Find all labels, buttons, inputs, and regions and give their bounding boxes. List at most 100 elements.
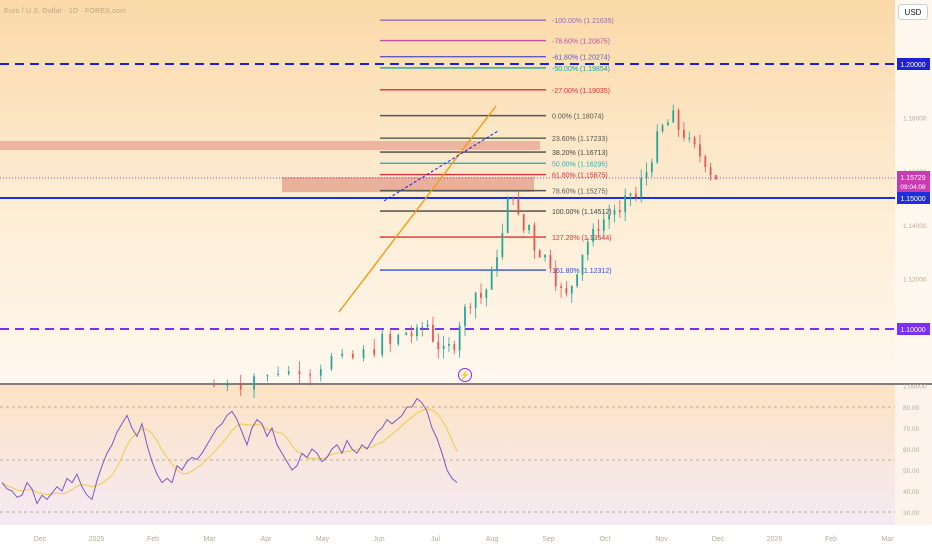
candle-body [437,341,440,350]
time-axis-label: Dec [712,536,725,543]
candle-body [298,371,301,375]
time-axis-label: 2025 [89,536,105,543]
price-label-upper-bg [897,58,930,70]
time-axis-label: Oct [600,536,611,543]
candle-body [373,349,376,355]
price-label-support: 1.15000 [900,196,925,203]
candle-body [512,198,514,200]
candle-body [464,306,466,326]
rsi-axis-tick: 40.00 [903,489,920,496]
fib-label: 100.00% (1.14512) [552,209,612,216]
fib-label: 61.80% (1.15875) [552,173,608,180]
candle-body [538,250,541,258]
time-axis-label: Dec [34,536,47,543]
candle-body [667,122,669,126]
candle-body [608,214,611,220]
fib-label: 0.00% (1.18074) [552,114,604,121]
fib-label: -61.80% (1.20274) [552,55,610,62]
candle-body [309,374,312,376]
candle-body [565,287,568,294]
fib-label: -100.00% (1.21635) [552,18,614,25]
candle-body [341,353,344,357]
upper-resistance-zone [0,141,540,150]
candle-body [266,375,269,377]
candle-body [544,254,546,258]
candle-body [330,356,333,370]
candle-body [677,110,680,131]
candle-body [458,325,461,351]
candle-body [239,384,242,390]
candle-body [474,292,477,308]
time-axis-label: Apr [261,536,273,543]
candle-body [533,224,536,251]
currency-button[interactable]: USD [898,4,928,20]
time-axis-label: Sep [542,536,555,543]
candle-body [672,110,675,123]
candle-body [640,177,643,198]
candle-body [442,345,445,350]
candle-body [469,306,472,308]
candle-body [560,286,562,288]
mid-resistance-zone [282,177,534,192]
price-axis-tick: 1.18000 [903,116,927,123]
fib-label: 23.60% (1.17233) [552,136,608,143]
time-axis: Dec 2025 Feb Mar Apr May Jun Jul Aug Sep Oct Nov Dec… [34,536,894,543]
candles [213,104,717,399]
candle-body [613,210,616,215]
candle-body [490,269,493,290]
candle-body [381,333,384,355]
candle-body [554,268,557,287]
candle-body [699,144,701,157]
lightning-icon[interactable]: ⚡ [458,368,472,382]
time-axis-label: Jul [431,536,440,543]
fib-label: -27.00% (1.19035) [552,88,610,95]
candle-body [226,384,229,386]
candle-body [581,254,584,275]
price-axis-tick: 1.14000 [903,223,927,230]
time-axis-label: 2026 [767,536,783,543]
candle-body [405,332,408,335]
candle-body [501,232,504,258]
candle-body [517,199,520,215]
price-label-lower: 1.10000 [900,327,925,334]
candle-body [656,131,659,163]
time-axis-label: Mar [203,536,216,543]
candle-body [522,214,525,231]
rsi-ma-line [1,408,458,496]
rsi-axis-tick: 60.00 [903,447,920,454]
candle-body [629,193,632,196]
candle-body [715,175,717,180]
candle-body [704,156,707,168]
candle-body [549,254,552,269]
candle-body [416,327,418,337]
candle-body [277,373,279,376]
rsi-axis-tick: 30.00 [903,510,920,517]
candle-body [432,324,434,342]
price-axis-tick: 1.12000 [903,276,927,283]
candle-body [576,274,579,287]
candle-body [506,198,509,233]
time-axis-label: Mar [881,536,894,543]
fib-label: 127.20% (1.13544) [552,235,612,242]
time-axis-label: Jun [373,536,384,543]
candle-body [602,219,605,231]
candle-body [624,195,627,213]
candle-body [586,241,589,255]
resistance-zones [0,141,540,192]
price-label-countdown: 09:04:08 [900,184,926,191]
rsi-axis-tick: 70.00 [903,426,920,433]
candle-body [570,286,573,294]
candle-body [618,210,621,213]
fib-label: -50.00% (1.19854) [552,66,610,73]
rsi-axis-tick: 80.00 [903,405,920,412]
time-axis-label: Nov [655,536,668,543]
price-label-support-bg [897,192,930,204]
horizontal-levels[interactable] [0,63,895,330]
candle-body [688,137,691,139]
fib-label: 50.00% (1.16295) [552,161,608,168]
symbol-watermark: Euro / U.S. Dollar · 1D · FOREX.com [4,8,127,15]
candle-body [448,344,450,346]
price-label-lower-bg [897,323,930,335]
trendline-group[interactable] [338,105,499,313]
